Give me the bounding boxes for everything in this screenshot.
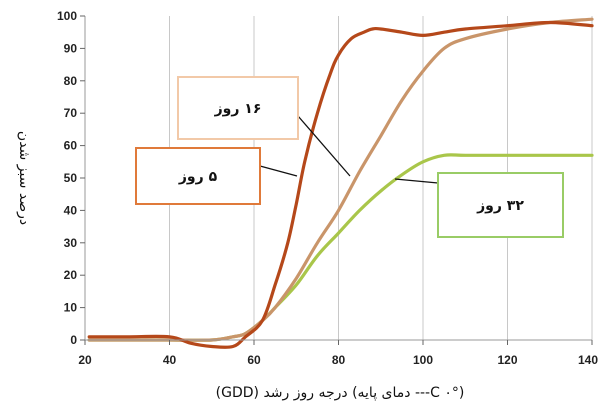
y-tick-label-8: 80: [64, 74, 78, 88]
callout-box-1: [135, 147, 261, 205]
callout-box-2: [437, 172, 564, 238]
y-tick-label-4: 40: [64, 203, 78, 217]
y-tick-label-9: 90: [64, 41, 78, 55]
x-axis-title: (°C ۰--- دمای پایه) درجه روز رشد (GDD): [216, 385, 465, 401]
callout-leader-2: [394, 178, 439, 184]
callout-box-0: [177, 76, 299, 140]
x-tick-label-0: 20: [78, 353, 92, 367]
y-tick-label-6: 60: [64, 139, 78, 153]
callout-layer: ۱۶ روز ۵ روز ۳۲ روز: [135, 76, 564, 238]
y-axis-title: درصد سبز شدن: [16, 131, 32, 225]
y-tick-label-2: 20: [64, 268, 78, 282]
callout-leader-0: [297, 115, 351, 177]
x-tick-label-2: 60: [247, 353, 261, 367]
y-tick-label-7: 70: [64, 106, 78, 120]
axis-layer: 0 10 20 30 40 50 60 70 80 90 100 20 40 60 80 100 120 140: [57, 9, 598, 367]
callout-leader-1: [259, 165, 298, 177]
callout-label-1: ۵ روز: [178, 169, 218, 185]
callout-label-0: ۱۶ روز: [214, 101, 262, 117]
y-tick-label-0: 0: [70, 333, 77, 347]
x-tick-label-1: 40: [163, 353, 177, 367]
x-tick-label-5: 120: [497, 353, 517, 367]
x-tick-label-6: 140: [578, 353, 598, 367]
series-line-0: [87, 20, 594, 349]
y-tick-label-1: 10: [64, 301, 78, 315]
y-tick-label-10: 100: [57, 9, 77, 23]
callout-label-2: ۳۲ روز: [476, 198, 524, 214]
x-tick-label-3: 80: [332, 353, 346, 367]
y-tick-label-5: 50: [64, 171, 78, 185]
y-tick-label-3: 30: [64, 236, 78, 250]
x-tick-label-4: 100: [413, 353, 433, 367]
